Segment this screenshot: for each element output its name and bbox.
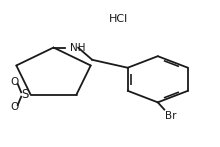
Text: NH: NH — [70, 42, 85, 52]
Text: O: O — [11, 77, 19, 87]
Text: O: O — [11, 102, 19, 112]
Text: Br: Br — [165, 111, 177, 121]
Text: HCl: HCl — [109, 14, 128, 24]
Text: S: S — [21, 88, 29, 101]
